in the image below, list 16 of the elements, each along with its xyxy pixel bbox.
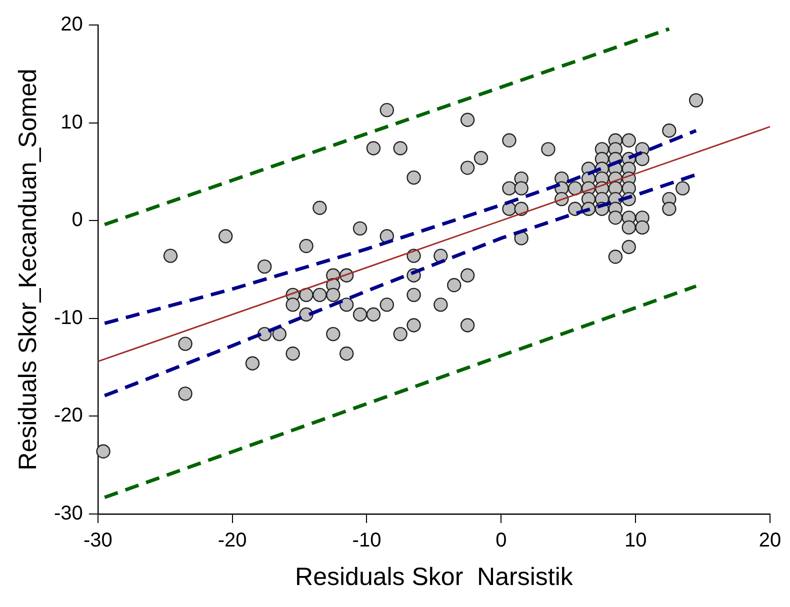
x-axis-title: Residuals Skor Narsistik <box>295 562 574 591</box>
y-axis-title: Residuals Skor_Kecanduan_Somed <box>14 68 42 470</box>
x-tick-label: -10 <box>352 530 382 552</box>
y-tick-label: 20 <box>60 14 83 36</box>
line-series <box>102 172 698 398</box>
x-tick-label: 10 <box>624 530 647 552</box>
y-tick-label: -10 <box>54 306 83 329</box>
x-tick-label: -30 <box>83 530 112 552</box>
y-tick-label: -30 <box>54 502 83 525</box>
x-tick-label: 0 <box>496 530 507 552</box>
line-series <box>102 128 698 326</box>
y-tick-label: 0 <box>72 209 83 232</box>
y-tick-label: -20 <box>54 404 83 427</box>
y-tick-label: 10 <box>60 111 83 134</box>
x-tick-label: 20 <box>758 530 782 552</box>
x-tick-label: -20 <box>218 530 247 552</box>
